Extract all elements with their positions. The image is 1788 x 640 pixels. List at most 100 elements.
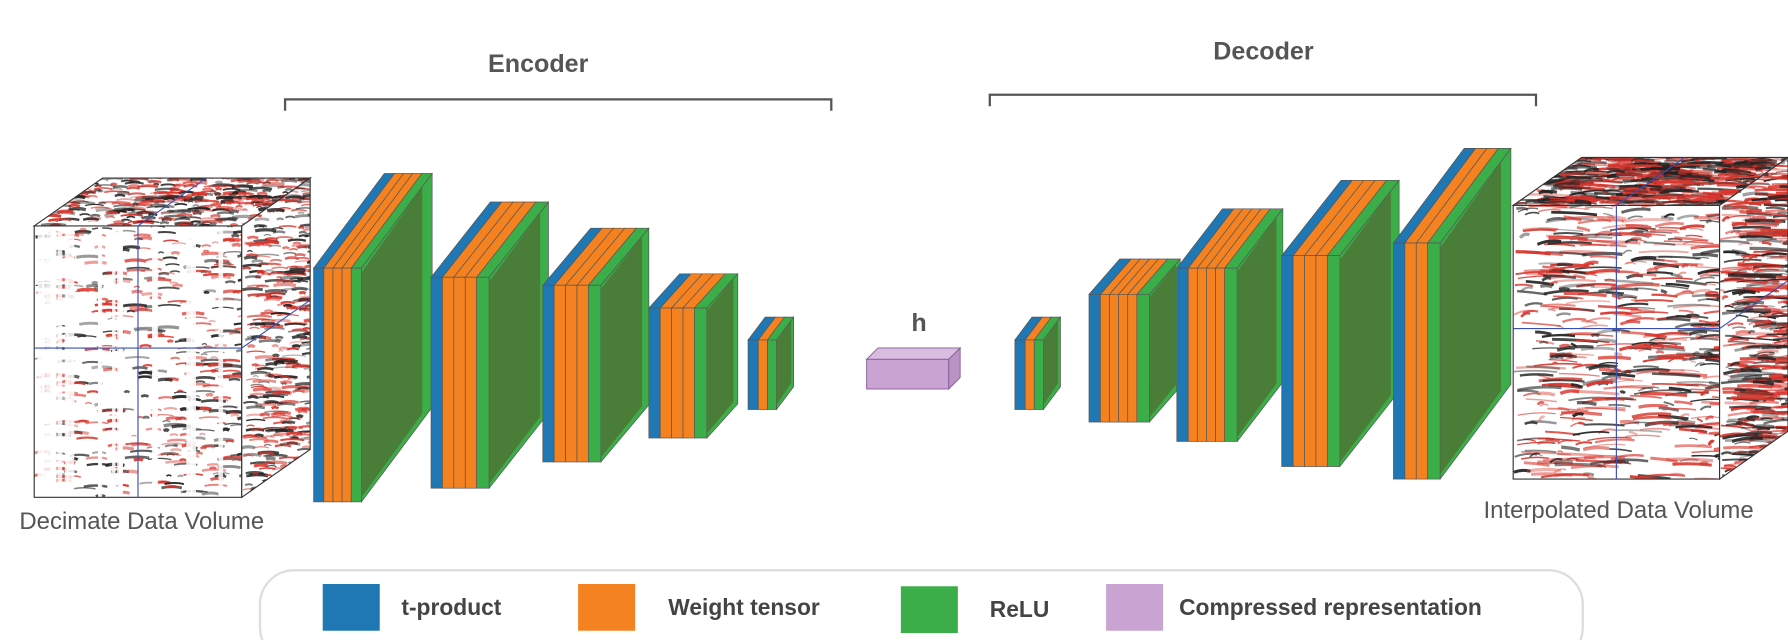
- seismic-event: [78, 188, 84, 189]
- seismic-event: [1549, 158, 1579, 159]
- seismic-event: [167, 440, 188, 441]
- seismic-event: [217, 213, 234, 214]
- seismic-event: [132, 291, 143, 292]
- legend-label: Weight tensor: [668, 594, 820, 620]
- slab-front: [758, 340, 767, 410]
- seismic-event: [274, 412, 291, 413]
- seismic-event: [285, 258, 299, 259]
- seismic-event: [130, 309, 148, 310]
- seismic-event: [281, 481, 294, 482]
- seismic-event: [207, 464, 220, 465]
- seismic-event: [231, 224, 238, 225]
- seismic-event: [1630, 259, 1664, 260]
- seismic-event: [175, 418, 187, 419]
- slab-front: [694, 308, 707, 438]
- seismic-event: [259, 341, 280, 342]
- legend-label: ReLU: [990, 596, 1050, 622]
- seismic-event: [245, 203, 254, 204]
- seismic-event: [1749, 457, 1772, 459]
- seismic-event: [276, 392, 290, 393]
- seismic-event: [266, 458, 275, 459]
- seismic-event: [1692, 254, 1718, 255]
- seismic-event: [298, 212, 304, 213]
- slab-front: [1282, 256, 1293, 467]
- seismic-event: [272, 345, 278, 346]
- seismic-event: [280, 491, 290, 492]
- seismic-event: [1538, 168, 1550, 170]
- seismic-event: [309, 233, 327, 234]
- seismic-event: [310, 210, 318, 211]
- seismic-event: [114, 279, 133, 280]
- seismic-event: [130, 451, 155, 452]
- seismic-event: [1719, 191, 1739, 193]
- seismic-event: [1732, 292, 1755, 294]
- seismic-event: [67, 183, 85, 184]
- seismic-event: [251, 373, 271, 374]
- seismic-event: [229, 412, 237, 413]
- seismic-event: [1741, 368, 1760, 370]
- seismic-event: [156, 327, 179, 328]
- seismic-event: [1736, 470, 1781, 472]
- seismic-event: [1523, 169, 1531, 172]
- seismic-event: [174, 185, 181, 186]
- seismic-event: [1539, 342, 1548, 343]
- seismic-event: [290, 308, 297, 309]
- seismic-event: [1524, 174, 1534, 176]
- seismic-event: [232, 235, 239, 236]
- seismic-event: [1746, 474, 1784, 476]
- seismic-event: [309, 252, 324, 253]
- seismic-event: [303, 195, 322, 196]
- seismic-event: [266, 180, 278, 181]
- seismic-event: [249, 188, 272, 189]
- layer-block: [1393, 148, 1510, 479]
- seismic-event: [1766, 464, 1788, 467]
- seismic-event: [290, 269, 306, 270]
- slab-front: [333, 268, 342, 502]
- slab-front: [342, 268, 351, 502]
- seismic-event: [1523, 176, 1542, 178]
- seismic-event: [113, 186, 128, 187]
- seismic-event: [1524, 163, 1533, 166]
- slab-front: [442, 277, 453, 488]
- seismic-event: [254, 465, 268, 466]
- seismic-event: [1775, 441, 1788, 443]
- seismic-event: [252, 261, 263, 262]
- trace-gap: [119, 226, 123, 497]
- slab-front: [1015, 340, 1025, 410]
- seismic-event: [1657, 355, 1694, 357]
- seismic-event: [71, 202, 95, 203]
- seismic-event: [229, 241, 239, 242]
- seismic-event: [252, 429, 264, 430]
- seismic-event: [262, 184, 284, 185]
- seismic-event: [263, 401, 277, 402]
- seismic-event: [1577, 403, 1597, 405]
- seismic-event: [1678, 172, 1712, 173]
- encoder-label: Encoder: [488, 50, 589, 78]
- seismic-event: [1630, 310, 1654, 312]
- seismic-event: [1614, 354, 1622, 356]
- seismic-event: [1746, 210, 1761, 212]
- slab-front: [477, 277, 490, 488]
- seismic-event: [143, 220, 154, 221]
- layer-block: [543, 228, 649, 462]
- seismic-event: [266, 297, 282, 298]
- seismic-event: [1769, 445, 1788, 448]
- seismic-event: [48, 220, 58, 221]
- seismic-event: [128, 193, 145, 194]
- seismic-event: [37, 193, 50, 194]
- slab-front: [1137, 294, 1150, 422]
- seismic-event: [260, 494, 272, 495]
- seismic-event: [308, 213, 328, 214]
- seismic-event: [116, 210, 124, 211]
- seismic-event: [1527, 469, 1561, 471]
- seismic-event: [142, 197, 164, 198]
- seismic-event: [277, 218, 284, 219]
- seismic-event: [98, 191, 103, 192]
- slab-front: [1416, 243, 1427, 479]
- seismic-event: [182, 211, 204, 212]
- seismic-event: [244, 455, 253, 456]
- seismic-event: [299, 235, 308, 236]
- seismic-event: [248, 346, 255, 347]
- seismic-event: [1762, 347, 1788, 348]
- seismic-event: [1730, 470, 1754, 471]
